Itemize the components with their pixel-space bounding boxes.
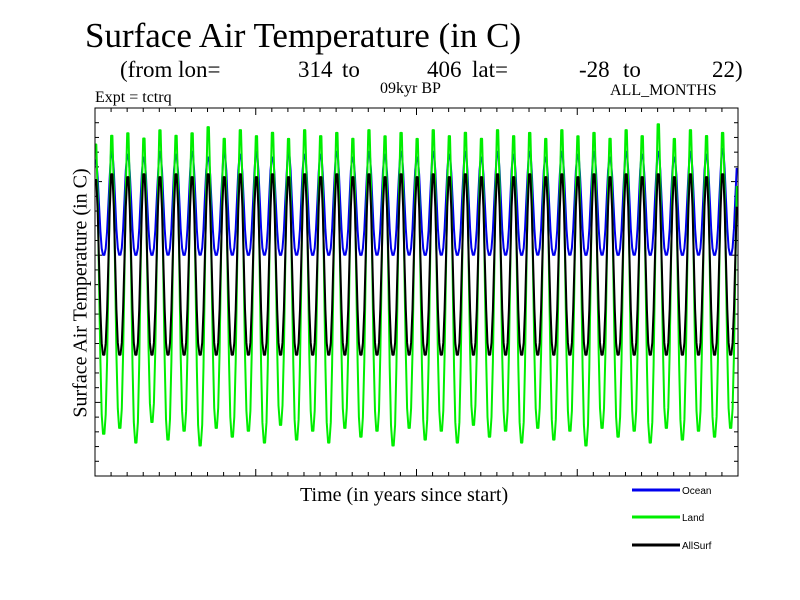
subtitle-lat-start: -28	[579, 57, 610, 82]
series-line-land	[95, 123, 738, 447]
x-axis-label: Time (in years since start)	[300, 484, 509, 506]
chart-title: Surface Air Temperature (in C)	[85, 16, 522, 55]
subtitle-lon-end: 406	[427, 57, 462, 82]
months-label: ALL_MONTHS	[610, 82, 717, 99]
legend: Ocean Land AllSurf	[632, 486, 712, 552]
subtitle-lon-start: 314	[298, 57, 333, 82]
subtitle-lat-end: 22)	[712, 57, 743, 82]
subtitle-lat-label: lat=	[472, 57, 508, 82]
plot-frame	[94, 107, 739, 477]
legend-label-ocean: Ocean	[682, 486, 711, 497]
legend-label-allsurf: AllSurf	[682, 541, 712, 552]
legend-label-land: Land	[682, 513, 704, 524]
subtitle-to-2: to	[623, 57, 641, 82]
subtitle-from-lon: (from lon=	[120, 57, 221, 82]
experiment-label: Expt = tctrq	[95, 89, 172, 106]
period-label: 09kyr BP	[380, 80, 441, 97]
subtitle-to-1: to	[342, 57, 360, 82]
series-line-allsurf	[95, 173, 738, 356]
series-lines	[95, 123, 738, 447]
